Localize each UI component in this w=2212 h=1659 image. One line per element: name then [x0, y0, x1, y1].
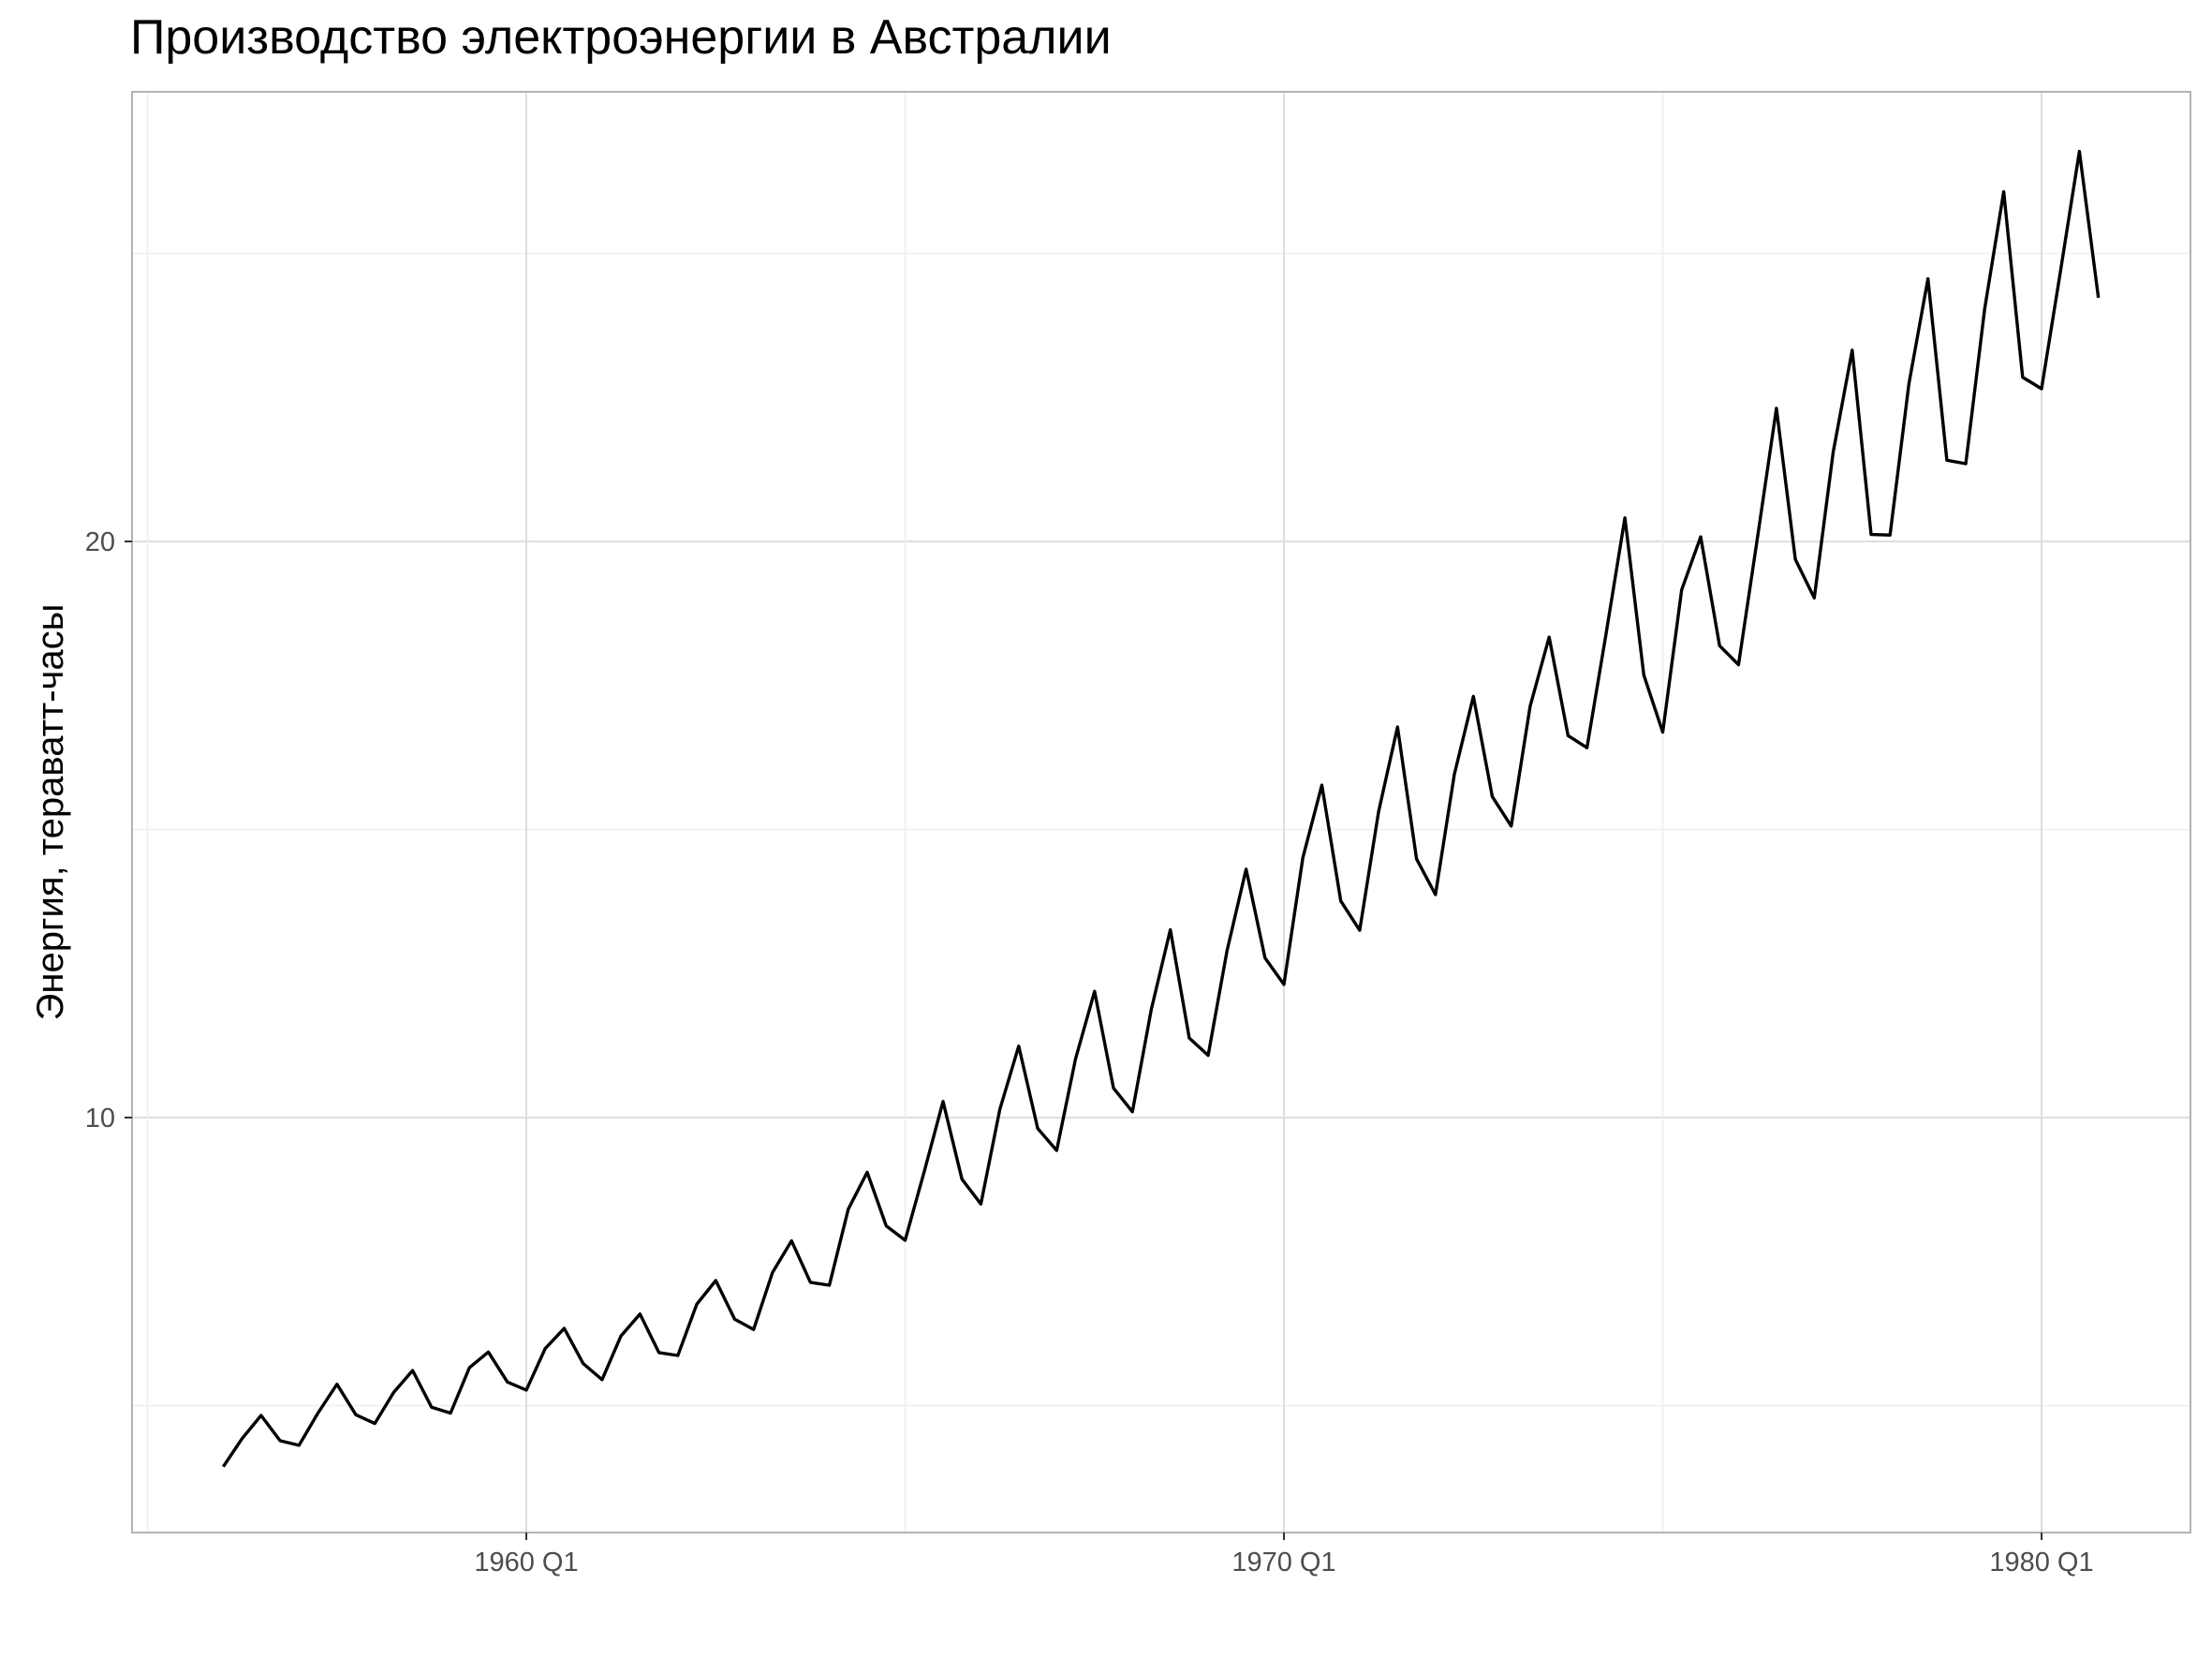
x-tick-label: 1970 Q1	[1231, 1548, 1335, 1578]
grid	[132, 92, 2190, 1533]
series-line	[221, 149, 2101, 1468]
plot-panel-border	[131, 91, 2191, 1533]
chart-title: Производство электроэнергии в Австралии	[130, 10, 1112, 65]
x-axis: 1960 Q1 1970 Q1 1980 Q1	[474, 1533, 2094, 1578]
y-axis-title: Энергия, тераватт-часы	[30, 604, 71, 1021]
y-axis: 10 20	[85, 527, 132, 1133]
x-tick-label: 1960 Q1	[474, 1548, 578, 1578]
y-tick-label: 20	[85, 527, 115, 557]
y-tick-label: 10	[85, 1104, 115, 1133]
x-tick-label: 1980 Q1	[1989, 1548, 2093, 1578]
